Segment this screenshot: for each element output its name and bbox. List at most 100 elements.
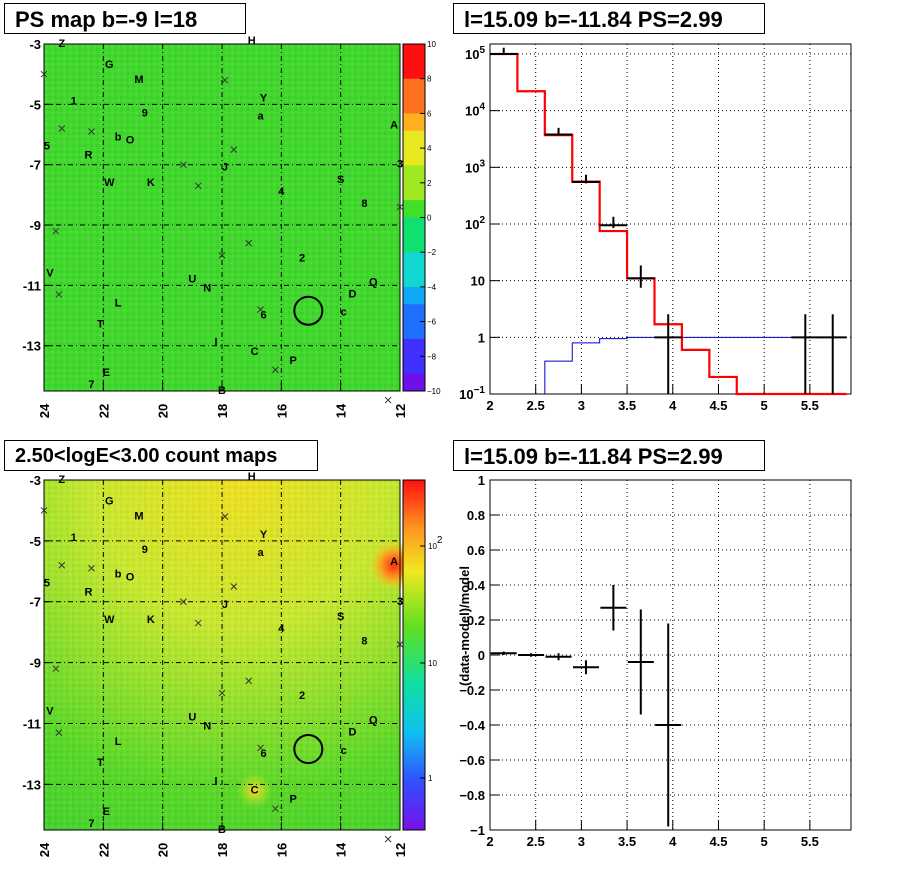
count-map-hotspot-c (236, 772, 273, 809)
ps-map-x-marker (194, 182, 202, 190)
ps-map-source-label: B (218, 385, 226, 397)
ps-map-colorbar-step (403, 286, 425, 305)
ps-map-colorbar-step (403, 373, 425, 392)
ps-map-colorbar-tick-label: 10 (427, 40, 436, 49)
count-map-source-label: Q (369, 714, 378, 726)
spectrum-x-tick-label: 2 (486, 398, 493, 413)
ps-map-colorbar-step (403, 321, 425, 340)
ps-map-source-label: S (337, 174, 344, 186)
count-map-x-marker (272, 805, 279, 813)
spectrum-y-tick-label: 105 (465, 45, 485, 62)
count-map-x-tick-label: 14 (334, 842, 349, 857)
count-map-x-marker (180, 598, 187, 606)
count-map-source-label: 1 (71, 532, 77, 544)
ps-map-y-tick-label: -7 (29, 158, 41, 173)
residual-y-tick-label: 1 (478, 473, 485, 488)
count-map-x-marker (52, 665, 60, 673)
ps-map-colorbar-step (403, 217, 425, 236)
ps-map-colorbar-tick-label: −8 (427, 352, 437, 361)
ps-map-source-label: D (349, 288, 357, 300)
count-map-source-label: C (251, 784, 259, 796)
ps-map-y-tick-label: -3 (29, 37, 41, 52)
ps-map-source-label: O (126, 135, 135, 147)
count-map-x-marker (194, 619, 202, 627)
count-map-y-tick-label: -11 (23, 716, 41, 731)
ps-map-colorbar-step (403, 338, 425, 357)
count-map-source-label: O (126, 571, 135, 583)
count-map-colorbar-gradient (402, 479, 426, 831)
ps-map-colorbar-tick-label: −10 (427, 387, 441, 396)
ps-map-source-label: J (222, 162, 228, 174)
residual-y-tick-label: 0.4 (467, 578, 486, 593)
count-map-source-label: E (103, 806, 110, 818)
spectrum-x-tick-label: 3.5 (618, 398, 636, 413)
ps-map-source-label: 6 (260, 310, 266, 322)
ps-map-source-label: T (97, 319, 104, 331)
ps-map-colorbar-step (403, 130, 425, 149)
count-map-y-tick-label: -3 (29, 473, 41, 488)
count-map-x-marker (88, 564, 95, 572)
ps-map-ticks: 24 22 20 18 16 14 12-3-5-7-9-11-13 (22, 37, 408, 418)
spectrum-x-tick-label: 5 (761, 398, 768, 413)
spectrum-y-tick-label: 103 (465, 158, 485, 175)
spectrum-y-tick-label: 1 (478, 330, 485, 345)
residual-data-points (490, 585, 682, 827)
count-map-source-label: c (341, 745, 347, 757)
ps-map-colorbar-tick-label: −4 (427, 283, 437, 292)
count-map-ticks: 24 22 20 18 16 14 12-3-5-7-9-11-13 (22, 473, 408, 857)
ps-map-source-label: A (390, 119, 398, 131)
count-map-source-label: R (85, 587, 93, 599)
count-map-source-circle (293, 734, 324, 765)
ps-map-colorbar-step (403, 234, 425, 253)
residual-ticks: 2 2.5 3 3.5 4 4.5 5 5.5 1 0.8 0.6 0.4 0.2 0 −0.2 −0.4 −0… (459, 473, 819, 849)
ps-map-x-marker (272, 366, 279, 374)
count-map-x-tick-label: 16 (274, 843, 289, 857)
spectrum-data-points (489, 47, 847, 394)
ps-map-source-label: K (147, 177, 155, 189)
count-map-x-marker (218, 689, 226, 697)
ps-map-x-marker (40, 70, 48, 78)
residual-y-axis-label: (data-model)/model (457, 566, 472, 686)
count-map-x-marker (55, 729, 63, 736)
count-map-grid (44, 480, 400, 830)
ps-map-colorbar-step (403, 148, 425, 166)
count-map-source-label: L (115, 736, 122, 748)
residual-title: l=15.09 b=-11.84 PS=2.99 (453, 440, 765, 471)
ps-map-source-label: 7 (88, 379, 94, 391)
ps-map-source-label: 3 (397, 159, 403, 171)
count-map-source-label: N (203, 721, 211, 733)
spectrum-title: l=15.09 b=-11.84 PS=2.99 (453, 3, 765, 34)
ps-map-colorbar-step (403, 113, 425, 132)
count-map-source-label: V (46, 705, 54, 717)
residual-y-tick-label: −0.2 (459, 683, 485, 698)
ps-map-grid (44, 44, 400, 391)
ps-map-colorbar-tick-label: 2 (427, 179, 432, 188)
count-map-source-label: W (104, 614, 115, 626)
ps-map-x-marker (384, 396, 392, 404)
count-map-x-marker (221, 513, 229, 520)
spectrum-x-tick-label: 4 (669, 398, 677, 413)
ps-map-colorbar-step (403, 165, 425, 184)
count-map-x-marker (58, 561, 66, 569)
ps-map-x-marker (257, 306, 264, 313)
count-map-source-label: Y (260, 529, 268, 541)
residual-x-tick-label: 2.5 (527, 834, 545, 849)
count-map-source-label: P (290, 794, 297, 806)
ps-map-source-label: 2 (299, 252, 305, 264)
count-map-title: 2.50<logE<3.00 count maps (4, 440, 318, 471)
ps-map-x-tick-label: 14 (334, 403, 349, 418)
count-map-x-tick-label: 18 (215, 843, 230, 857)
ps-map-source-circle (293, 295, 324, 326)
ps-map-x-marker (52, 227, 60, 235)
count-map-source-label: Z (58, 474, 65, 486)
residual-panel: 2 2.5 3 3.5 4 4.5 5 5.5 1 0.8 0.6 0.4 0.2 0 −0.2 −0.4 −0… (457, 473, 852, 849)
spectrum-x-tick-label: 2.5 (527, 398, 545, 413)
ps-map-source-label: Q (369, 276, 378, 288)
ps-map-colorbar-step (403, 78, 425, 97)
count-map-x-tick-label: 12 (393, 843, 408, 857)
ps-map-source-markers: Z G H M Y 1 9 a Ab O 5 R J S 3 W K 4 8 2 V Q UN D L 6 c T I C P E7 B (40, 35, 404, 404)
count-map-source-label: M (134, 511, 143, 523)
